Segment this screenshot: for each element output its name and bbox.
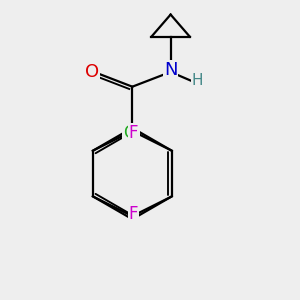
- Text: F: F: [129, 124, 138, 142]
- Text: H: H: [192, 73, 203, 88]
- Text: O: O: [85, 63, 99, 81]
- Text: N: N: [164, 61, 177, 79]
- Text: F: F: [129, 205, 138, 223]
- Text: Cl: Cl: [123, 124, 139, 142]
